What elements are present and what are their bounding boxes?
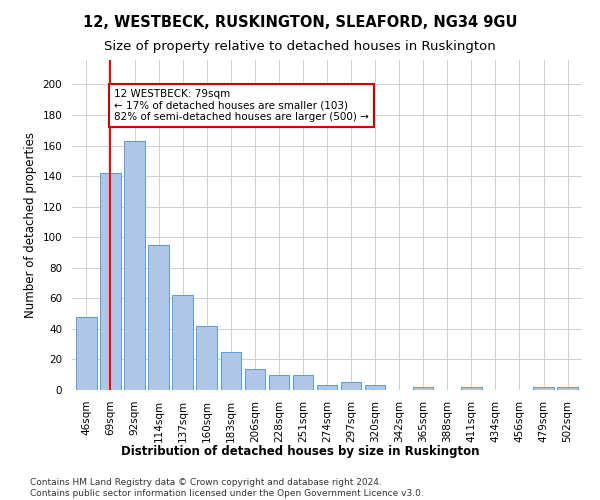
Bar	[124, 141, 145, 390]
Bar	[245, 368, 265, 390]
Bar	[221, 352, 241, 390]
Text: Distribution of detached houses by size in Ruskington: Distribution of detached houses by size …	[121, 445, 479, 458]
Bar	[293, 374, 313, 390]
Y-axis label: Number of detached properties: Number of detached properties	[24, 132, 37, 318]
Text: 12, WESTBECK, RUSKINGTON, SLEAFORD, NG34 9GU: 12, WESTBECK, RUSKINGTON, SLEAFORD, NG34…	[83, 15, 517, 30]
Bar	[269, 374, 289, 390]
Bar	[196, 326, 217, 390]
Bar	[461, 387, 482, 390]
Bar	[172, 296, 193, 390]
Bar	[533, 387, 554, 390]
Bar	[100, 173, 121, 390]
Text: 12 WESTBECK: 79sqm
← 17% of detached houses are smaller (103)
82% of semi-detach: 12 WESTBECK: 79sqm ← 17% of detached hou…	[114, 89, 369, 122]
Bar	[341, 382, 361, 390]
Bar	[76, 316, 97, 390]
Bar	[557, 387, 578, 390]
Bar	[317, 386, 337, 390]
Bar	[148, 245, 169, 390]
Bar	[365, 386, 385, 390]
Bar	[413, 387, 433, 390]
Text: Contains HM Land Registry data © Crown copyright and database right 2024.
Contai: Contains HM Land Registry data © Crown c…	[30, 478, 424, 498]
Text: Size of property relative to detached houses in Ruskington: Size of property relative to detached ho…	[104, 40, 496, 53]
